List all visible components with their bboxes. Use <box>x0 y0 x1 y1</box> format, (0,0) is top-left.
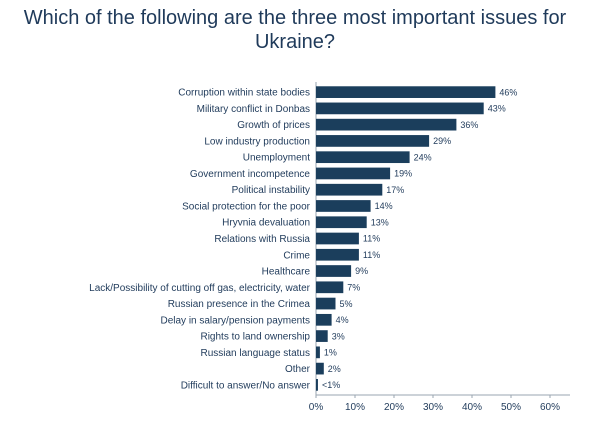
value-label: 9% <box>355 266 368 276</box>
chart-title: Which of the following are the three mos… <box>23 7 567 53</box>
bar <box>316 232 359 245</box>
bar <box>316 118 457 131</box>
x-tick-labels-group: 0% 10% 20% 30% 40% 50% 60% <box>309 402 560 413</box>
value-label: 11% <box>363 234 380 244</box>
category-label: Political instability <box>232 185 310 196</box>
bar <box>316 346 320 359</box>
category-label: Russian language status <box>200 348 310 359</box>
value-label: 14% <box>375 201 393 211</box>
bar <box>316 200 371 212</box>
category-label: Russian presence in the Crimea <box>168 299 311 310</box>
value-label: 46% <box>499 87 517 97</box>
value-label: 17% <box>386 185 404 195</box>
bar <box>316 216 367 229</box>
bar <box>316 281 344 294</box>
value-label: 7% <box>347 282 360 292</box>
value-label: 11% <box>363 250 380 260</box>
category-label: Difficult to answer/No answer <box>181 380 311 391</box>
category-label: Government incompetence <box>190 169 311 180</box>
category-label: Hryvnia devaluation <box>222 218 310 229</box>
category-label: Other <box>285 364 311 375</box>
value-label: 3% <box>332 331 345 341</box>
category-label: Delay in salary/pension payments <box>160 315 310 326</box>
bar <box>316 248 359 261</box>
x-tick-label: 10% <box>345 402 365 413</box>
category-label: Corruption within state bodies <box>178 88 310 99</box>
value-label: 4% <box>336 315 349 325</box>
category-label: Growth of prices <box>237 120 310 131</box>
bar <box>316 151 410 164</box>
value-label: 2% <box>328 364 341 374</box>
value-label: 43% <box>488 104 506 114</box>
x-tick-label: 20% <box>384 402 404 413</box>
bar <box>316 362 324 375</box>
category-label: Military conflict in Donbas <box>197 104 310 115</box>
bar <box>316 167 391 180</box>
bar <box>316 297 336 310</box>
value-label: 1% <box>324 348 337 358</box>
value-label: 5% <box>340 299 353 309</box>
category-label: Rights to land ownership <box>200 332 310 343</box>
bar <box>316 330 328 342</box>
category-label: Low industry production <box>204 136 310 147</box>
category-label: Lack/Possibility of cutting off gas, ele… <box>89 283 311 294</box>
value-label: 19% <box>394 169 412 179</box>
x-tick-label: 50% <box>501 402 521 413</box>
bar <box>316 102 484 115</box>
value-label: 36% <box>460 120 478 130</box>
value-label: 29% <box>433 136 451 146</box>
bar <box>316 86 496 98</box>
bar <box>316 135 430 147</box>
value-label: 13% <box>371 217 389 227</box>
category-label: Crime <box>283 250 310 261</box>
category-label: Healthcare <box>262 267 311 278</box>
bars-group <box>316 86 496 391</box>
category-label: Relations with Russia <box>214 234 310 245</box>
category-label: Unemployment <box>243 153 310 164</box>
x-tick-label: 40% <box>462 402 482 413</box>
x-tick-label: 30% <box>423 402 443 413</box>
value-label: <1% <box>322 380 340 390</box>
value-label: 24% <box>414 152 432 162</box>
bar <box>316 183 383 196</box>
bar <box>316 313 332 326</box>
value-labels-group: 46% 43% 36% 29%24%19% 17% 14% 13% 11% 11% 9% 7% 5% 4… <box>322 87 517 390</box>
x-tick-label: 60% <box>540 402 560 413</box>
bar <box>316 379 318 391</box>
category-labels-group: Corruption within state bodies Military c… <box>89 88 311 392</box>
bar <box>316 265 352 277</box>
x-tick-label: 0% <box>309 402 324 413</box>
category-label: Social protection for the poor <box>182 201 311 212</box>
